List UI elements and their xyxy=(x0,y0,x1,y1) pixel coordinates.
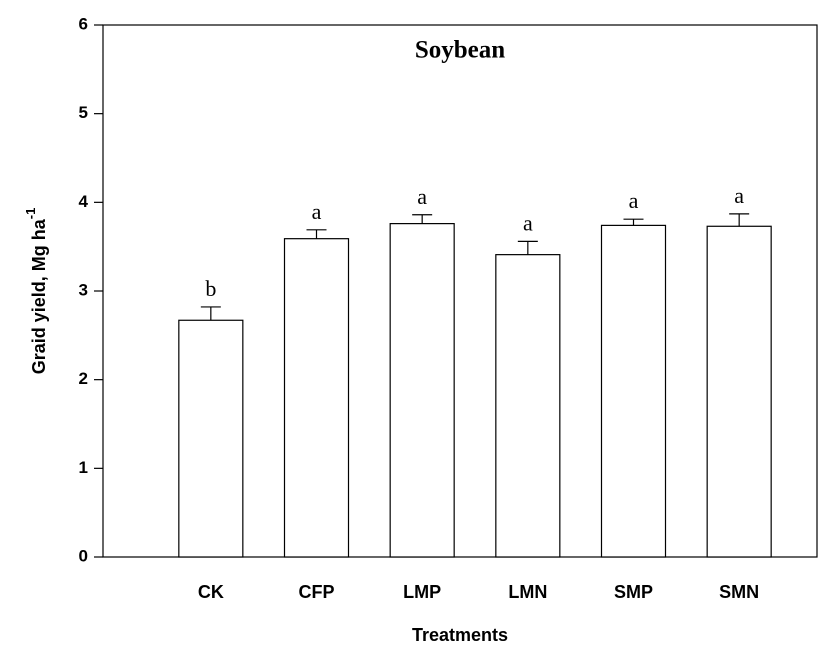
y-tick-label: 2 xyxy=(79,369,88,388)
y-tick-label: 3 xyxy=(79,280,88,299)
bar xyxy=(389,223,455,558)
x-tick-label: SMP xyxy=(614,582,653,602)
significance-letter: a xyxy=(312,199,322,224)
y-axis-label-text: Graid yield, Mg ha xyxy=(29,218,49,374)
bar xyxy=(706,225,772,558)
y-axis-label-superscript: -1 xyxy=(23,208,38,220)
significance-letter: b xyxy=(205,276,216,301)
y-tick-label: 4 xyxy=(79,192,89,211)
y-tick-label: 5 xyxy=(79,103,88,122)
x-tick-label: CK xyxy=(198,582,224,602)
x-tick-label: LMP xyxy=(403,582,441,602)
y-tick-label: 1 xyxy=(79,458,88,477)
significance-letter: a xyxy=(523,210,533,235)
significance-letter: a xyxy=(629,188,639,213)
bar xyxy=(178,319,244,558)
significance-letter: a xyxy=(734,183,744,208)
significance-letter: a xyxy=(417,184,427,209)
x-tick-label: SMN xyxy=(719,582,759,602)
x-tick-label: LMN xyxy=(508,582,547,602)
y-tick-label: 6 xyxy=(79,14,88,33)
y-tick-label: 0 xyxy=(79,546,88,565)
bar xyxy=(495,254,561,558)
bar xyxy=(283,238,350,558)
x-axis-label: Treatments xyxy=(412,625,508,645)
y-axis-label: Graid yield, Mg ha-1 xyxy=(23,208,48,375)
chart-title: Soybean xyxy=(415,37,505,64)
x-tick-label: CFP xyxy=(299,582,335,602)
bar xyxy=(600,224,667,558)
